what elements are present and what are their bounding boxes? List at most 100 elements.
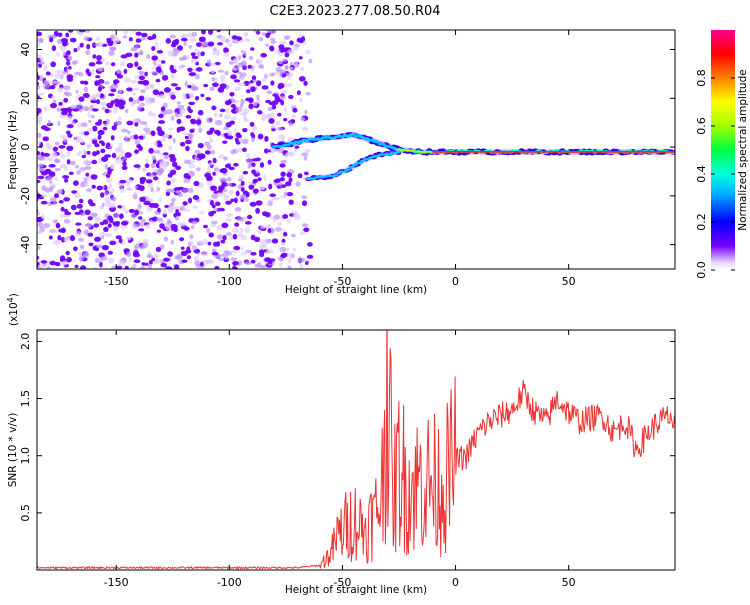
noise-blob — [109, 46, 117, 52]
noise-blob — [56, 69, 63, 75]
noise-blob — [170, 115, 175, 121]
noise-blob — [289, 40, 294, 46]
noise-blob — [80, 265, 87, 269]
noise-blob — [154, 41, 159, 48]
noise-blob — [122, 160, 127, 167]
lower-branch-mid — [352, 164, 358, 167]
noise-blob — [59, 214, 67, 218]
noise-blob — [60, 38, 69, 43]
noise-blob — [30, 123, 35, 127]
noise-blob — [75, 71, 80, 75]
noise-blob — [68, 30, 74, 33]
noise-blob — [134, 244, 140, 248]
noise-blob — [92, 97, 96, 101]
noise-blob — [85, 68, 90, 74]
noise-blob — [57, 32, 63, 38]
noise-blob — [67, 115, 73, 122]
noise-blob — [207, 165, 211, 171]
noise-blob — [67, 55, 71, 60]
noise-blob — [126, 120, 134, 126]
noise-blob — [94, 216, 101, 222]
noise-blob — [264, 135, 269, 142]
noise-blob — [250, 234, 256, 241]
noise-blob — [47, 119, 51, 126]
snr-y-label: SNR (10 * v/v) — [7, 413, 19, 488]
noise-blob — [54, 141, 60, 146]
noise-blob — [132, 118, 139, 124]
noise-blob — [195, 167, 201, 172]
colorbar: 0.0 0.2 0.4 0.6 0.8 Normalized spectral ampl… — [695, 30, 749, 279]
noise-blob — [131, 223, 138, 230]
noise-blob — [49, 260, 57, 266]
noise-blob — [183, 178, 191, 183]
lower-branch-mid — [346, 168, 352, 171]
noise-blob — [65, 92, 73, 97]
noise-blob — [268, 118, 275, 124]
noise-blob — [138, 245, 146, 250]
noise-blob — [200, 93, 205, 97]
noise-blob — [94, 80, 101, 86]
noise-blob — [281, 89, 288, 94]
noise-blob — [287, 83, 292, 88]
noise-blob — [60, 150, 64, 156]
noise-blob — [105, 233, 113, 238]
noise-blob — [97, 67, 104, 72]
noise-blob — [308, 58, 313, 64]
noise-blob — [176, 253, 183, 259]
noise-blob — [225, 200, 232, 205]
noise-blob — [93, 266, 98, 269]
noise-blob — [85, 172, 90, 177]
noise-blob — [182, 55, 187, 61]
noise-blob — [89, 202, 96, 207]
colorbar-tick-label: 0.8 — [695, 69, 708, 87]
noise-blob — [218, 257, 225, 262]
noise-blob — [151, 70, 159, 75]
noise-blob — [296, 37, 302, 43]
noise-blob — [163, 133, 168, 139]
noise-blob — [96, 55, 102, 61]
noise-blob — [260, 53, 268, 58]
noise-blob — [48, 164, 56, 168]
noise-blob — [240, 72, 247, 77]
noise-blob — [130, 47, 137, 52]
snr-series-line — [37, 330, 675, 570]
noise-blob — [88, 242, 94, 247]
noise-blob — [255, 200, 263, 206]
noise-blob — [96, 99, 100, 105]
noise-blob — [37, 255, 40, 260]
noise-blob — [220, 239, 226, 244]
noise-blob — [268, 183, 273, 190]
noise-blob — [124, 152, 132, 158]
noise-blob — [286, 172, 293, 178]
noise-blob — [111, 152, 117, 159]
noise-blob — [303, 227, 310, 233]
noise-blob — [271, 123, 276, 129]
noise-blob — [123, 68, 128, 74]
noise-blob — [270, 80, 275, 86]
noise-blob — [110, 135, 115, 141]
noise-blob — [286, 218, 291, 224]
noise-blob — [301, 195, 308, 200]
noise-blob — [234, 137, 239, 143]
noise-blob — [66, 159, 71, 165]
noise-blob — [86, 188, 92, 192]
noise-blob — [163, 257, 170, 262]
noise-blob — [272, 197, 280, 201]
noise-blob — [100, 255, 108, 261]
noise-blob — [115, 158, 120, 164]
noise-blob — [108, 93, 115, 97]
noise-blob — [200, 251, 208, 257]
noise-blob — [121, 165, 128, 170]
noise-blob — [242, 170, 249, 175]
noise-blob — [192, 195, 200, 200]
noise-blob — [37, 74, 40, 81]
noise-blob — [270, 37, 276, 42]
noise-blob — [102, 219, 109, 225]
noise-blob — [86, 44, 91, 50]
noise-blob — [257, 177, 262, 182]
noise-blob — [37, 230, 43, 235]
noise-blob — [150, 187, 154, 193]
noise-blob — [145, 223, 151, 229]
snr-panel: -150 -100 -50 0 50 0.5 1.0 1.5 2.0 Height of str… — [6, 293, 676, 596]
snr-y-multiplier: (x104) — [6, 293, 20, 326]
